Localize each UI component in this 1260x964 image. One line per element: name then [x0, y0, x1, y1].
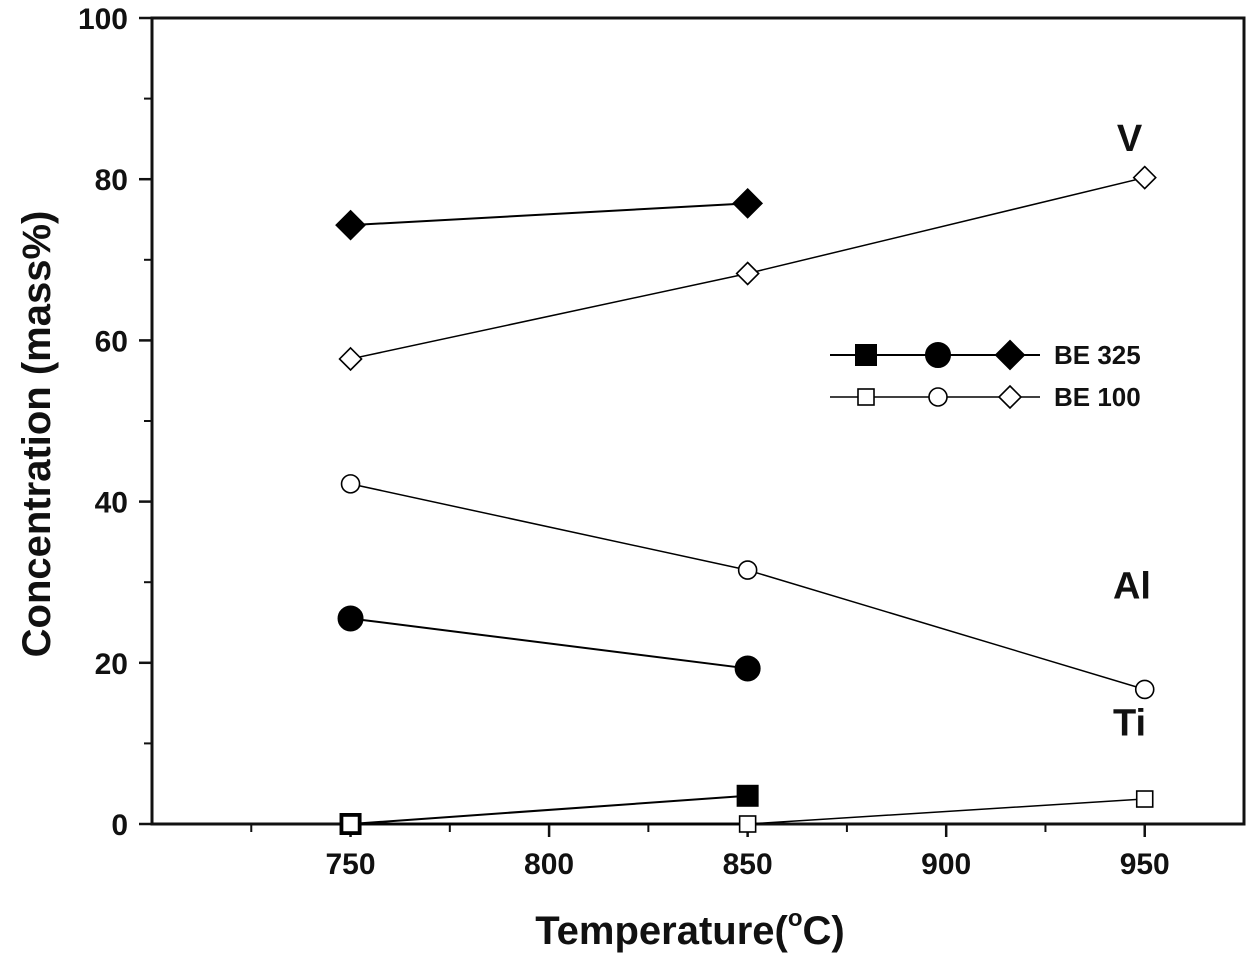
y-axis-title: Concentration (mass%) [15, 211, 59, 658]
y-tick-label: 80 [95, 164, 128, 197]
legend-entry-be-100: BE 100 [830, 382, 1141, 412]
legend-marker-diamond [994, 339, 1026, 371]
series-label-ti: Ti [1113, 702, 1146, 744]
x-tick-label: 900 [921, 848, 971, 881]
data-point-square [738, 815, 757, 833]
series-annotations: V Al Ti [1113, 118, 1151, 744]
series-group [335, 165, 1157, 835]
data-point-circle [734, 655, 761, 682]
legend: BE 325 BE 100 [830, 339, 1141, 412]
x-axis-title: Temperature(oC) [535, 905, 845, 953]
series-v-be-325 [335, 187, 764, 241]
series-line [350, 794, 748, 825]
tick-marks [139, 16, 1146, 837]
legend-marker-circle [925, 342, 951, 368]
data-point-circle [737, 560, 758, 580]
series-line [350, 617, 748, 670]
legend-marker-square [857, 388, 875, 406]
x-tick-label: 800 [524, 848, 574, 881]
legend-marker-diamond [997, 384, 1023, 410]
x-tick-label: 750 [326, 848, 376, 881]
data-point-circle [1134, 679, 1155, 700]
legend-entry-be-325: BE 325 [830, 339, 1141, 371]
legend-label: BE 325 [1054, 340, 1141, 370]
series-al-be-100 [340, 474, 1155, 700]
legend-marker-square [855, 344, 877, 366]
y-tick-label: 60 [95, 325, 128, 358]
legend-label: BE 100 [1054, 382, 1141, 412]
x-tick-label: 850 [723, 848, 773, 881]
x-tick-label: 950 [1120, 848, 1170, 881]
data-point-diamond [1132, 165, 1157, 190]
series-label-v: V [1117, 118, 1143, 160]
data-point-diamond [338, 346, 363, 372]
data-point-square [1135, 790, 1154, 808]
y-tick-label: 100 [78, 3, 128, 36]
y-tick-label: 20 [95, 648, 128, 681]
data-point-circle [340, 474, 361, 494]
series-ti-be-100 [341, 790, 1154, 833]
data-point-diamond [335, 209, 366, 241]
y-tick-label: 0 [111, 809, 128, 842]
series-label-al: Al [1113, 565, 1151, 607]
data-point-diamond [732, 187, 764, 219]
tick-labels: 750 800 850 900 950 0 20 40 60 80 100 [78, 3, 1170, 881]
legend-marker-circle [928, 387, 948, 407]
data-point-circle [337, 605, 364, 632]
data-point-diamond [735, 261, 760, 286]
series-v-be-100 [338, 165, 1157, 372]
series-line [350, 202, 748, 227]
data-point-square [341, 815, 360, 833]
series-al-be-325 [337, 605, 761, 682]
plot-frame [150, 16, 1246, 826]
data-point-square [736, 784, 759, 807]
axes [150, 16, 1246, 826]
y-tick-label: 40 [95, 487, 128, 520]
